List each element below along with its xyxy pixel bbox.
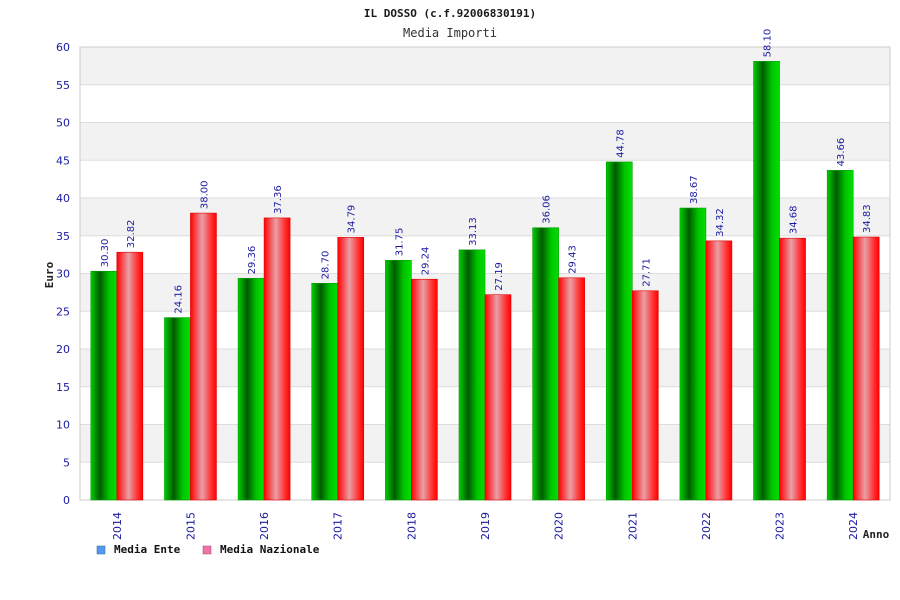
y-tick-label: 35 bbox=[56, 230, 70, 243]
value-label: 34.68 bbox=[789, 206, 800, 235]
y-tick-label: 10 bbox=[56, 419, 70, 432]
y-tick-label: 20 bbox=[56, 343, 70, 356]
value-label: 31.75 bbox=[394, 228, 405, 257]
legend: Media Ente Media Nazionale bbox=[96, 543, 320, 556]
value-label: 29.36 bbox=[247, 246, 258, 275]
bar-media-nazionale-2018 bbox=[411, 278, 438, 501]
bar-media-ente-2015 bbox=[164, 317, 191, 501]
y-tick-label: 15 bbox=[56, 381, 70, 394]
bar-media-ente-2019 bbox=[458, 249, 486, 501]
bar-media-ente-2024 bbox=[826, 170, 854, 501]
x-tick-label: 2020 bbox=[553, 512, 566, 540]
bar-media-nazionale-2017 bbox=[337, 237, 365, 501]
value-label: 29.24 bbox=[420, 247, 431, 276]
legend-swatch-media-ente bbox=[96, 545, 106, 555]
chart-title: IL DOSSO (c.f.92006830191) bbox=[364, 7, 536, 20]
x-tick-label: 2017 bbox=[332, 512, 345, 540]
value-label: 38.67 bbox=[689, 175, 700, 204]
bar-media-ente-2018 bbox=[385, 259, 412, 501]
y-tick-label: 30 bbox=[56, 268, 70, 281]
x-tick-label: 2015 bbox=[184, 512, 197, 540]
bar-media-nazionale-2019 bbox=[484, 294, 512, 501]
y-tick-label: 5 bbox=[63, 456, 70, 469]
y-ticks: 0 5 10 15 20 25 30 35 40 45 50 55 60 bbox=[56, 41, 70, 507]
value-label: 32.82 bbox=[126, 220, 137, 249]
value-label: 34.83 bbox=[862, 204, 873, 233]
value-labels: 30.30 32.82 24.16 38.00 29.36 37.36 28.70 34.79… bbox=[100, 29, 873, 314]
legend-label-media-ente: Media Ente bbox=[114, 543, 181, 556]
value-label: 38.00 bbox=[199, 180, 210, 209]
bar-media-ente-2020 bbox=[532, 227, 559, 501]
x-tick-label: 2024 bbox=[847, 512, 860, 540]
value-label: 36.06 bbox=[542, 195, 553, 224]
y-tick-label: 45 bbox=[56, 154, 70, 167]
value-label: 30.30 bbox=[100, 239, 111, 268]
x-tick-label: 2016 bbox=[258, 512, 271, 540]
bar-media-ente-2014 bbox=[90, 270, 118, 501]
bar-media-nazionale-2022 bbox=[705, 240, 733, 501]
value-label: 44.78 bbox=[615, 129, 626, 158]
bar-media-ente-2022 bbox=[679, 207, 707, 501]
legend-swatch-media-nazionale bbox=[202, 545, 212, 555]
x-tick-label: 2022 bbox=[700, 512, 713, 540]
value-label: 29.43 bbox=[568, 245, 579, 274]
y-tick-label: 50 bbox=[56, 117, 70, 130]
y-tick-label: 25 bbox=[56, 305, 70, 318]
bar-media-nazionale-2014 bbox=[116, 251, 144, 501]
x-tick-label: 2021 bbox=[626, 512, 639, 540]
bar-media-nazionale-2024 bbox=[852, 236, 880, 501]
value-label: 43.66 bbox=[836, 138, 847, 167]
y-axis-label: Euro bbox=[43, 261, 56, 288]
x-ticks: 2014 2015 2016 2017 2018 2019 2020 2021 2022 2023… bbox=[111, 512, 860, 540]
bar-media-ente-2017 bbox=[311, 283, 339, 501]
bar-media-ente-2023 bbox=[753, 61, 780, 501]
x-tick-label: 2014 bbox=[111, 512, 124, 540]
y-tick-label: 55 bbox=[56, 79, 70, 92]
bar-media-nazionale-2021 bbox=[631, 290, 659, 501]
x-tick-label: 2023 bbox=[774, 512, 787, 540]
value-label: 33.13 bbox=[468, 217, 479, 246]
bar-media-nazionale-2016 bbox=[263, 217, 291, 501]
value-label: 37.36 bbox=[273, 185, 284, 214]
value-label: 28.70 bbox=[321, 251, 332, 280]
value-label: 58.10 bbox=[763, 29, 774, 58]
value-label: 27.71 bbox=[641, 258, 652, 287]
bar-media-ente-2021 bbox=[605, 161, 633, 501]
value-label: 27.19 bbox=[494, 262, 505, 291]
y-tick-label: 60 bbox=[56, 41, 70, 54]
value-label: 24.16 bbox=[173, 285, 184, 314]
y-tick-label: 40 bbox=[56, 192, 70, 205]
bar-media-nazionale-2020 bbox=[558, 277, 585, 501]
bar-media-nazionale-2023 bbox=[779, 237, 806, 501]
y-tick-label: 0 bbox=[63, 494, 70, 507]
x-tick-label: 2018 bbox=[405, 512, 418, 540]
legend-label-media-nazionale: Media Nazionale bbox=[220, 543, 320, 556]
chart-subtitle: Media Importi bbox=[403, 26, 497, 40]
bar-media-ente-2016 bbox=[237, 278, 265, 501]
value-label: 34.32 bbox=[715, 208, 726, 237]
x-tick-label: 2019 bbox=[479, 512, 492, 540]
bars bbox=[90, 61, 880, 501]
x-axis-label: Anno bbox=[863, 528, 890, 541]
bar-media-nazionale-2015 bbox=[190, 212, 217, 501]
value-label: 34.79 bbox=[347, 205, 358, 234]
